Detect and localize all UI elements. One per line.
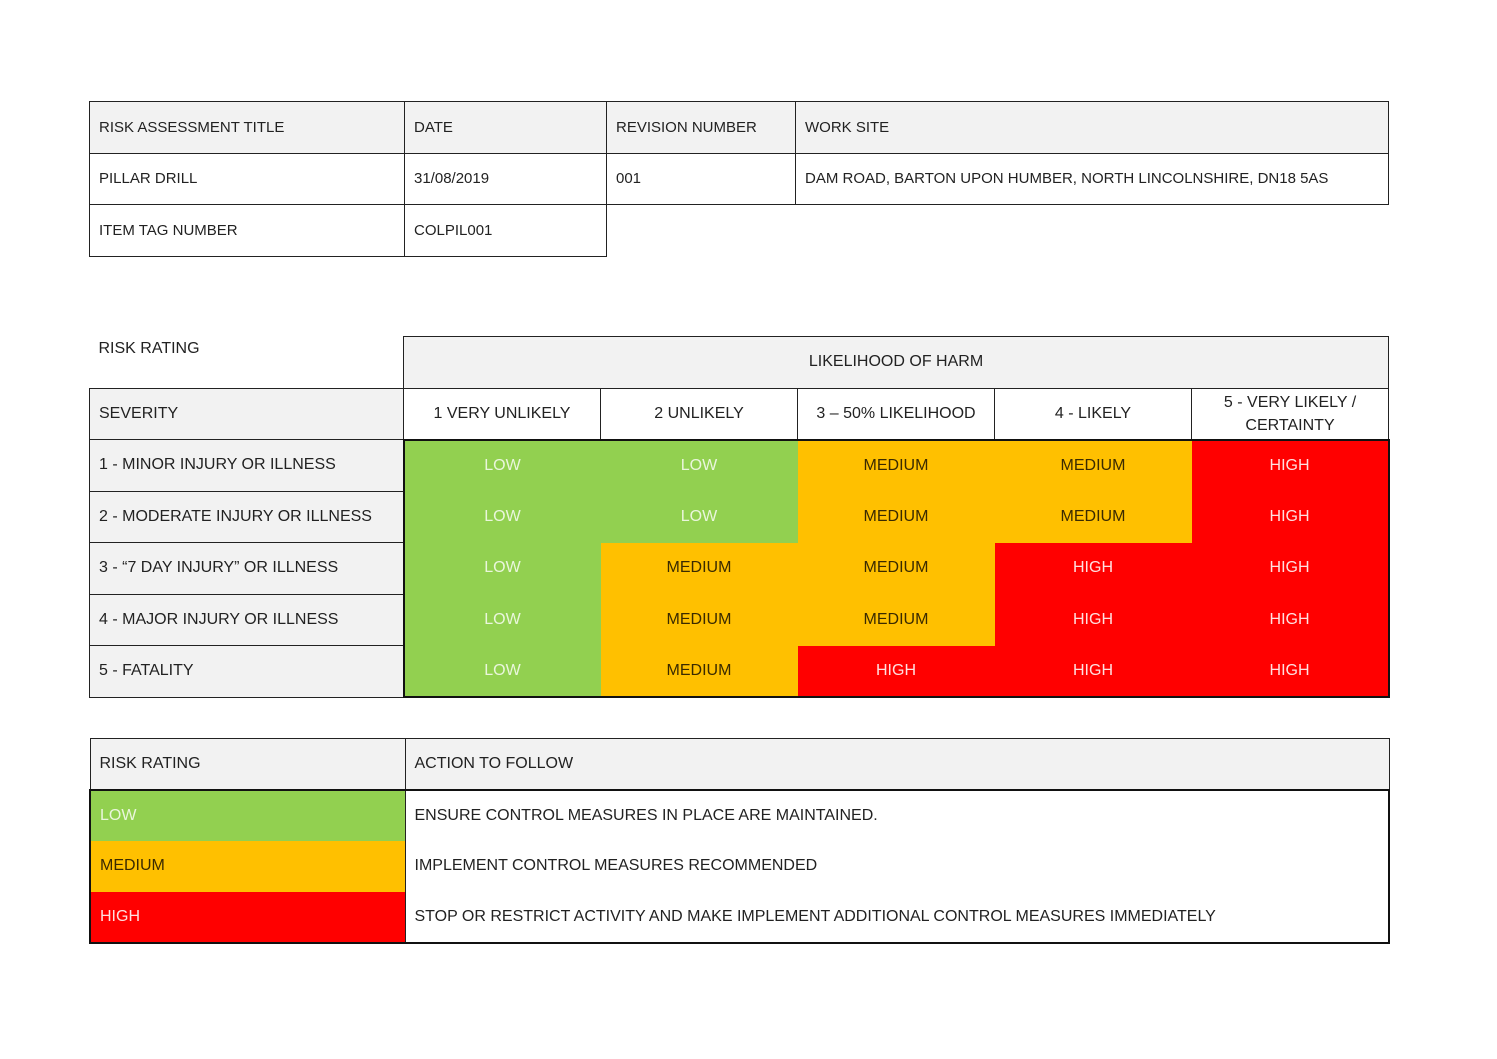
severity-label: 4 - MAJOR INJURY OR ILLNESS [89, 593, 404, 646]
likelihood-col-1: 1 VERY UNLIKELY [403, 387, 601, 440]
risk-cell: LOW [402, 438, 601, 491]
risk-cell: MEDIUM [797, 594, 995, 646]
risk-rating-title: RISK RATING [89, 336, 404, 389]
severity-label: 2 - MODERATE INJURY OR ILLNESS [89, 490, 404, 543]
info-header-row: RISK ASSESSMENT TITLE DATE REVISION NUMB… [89, 101, 1389, 154]
risk-cell: HIGH [1191, 594, 1390, 646]
legend-action-medium: IMPLEMENT CONTROL MEASURES RECOMMENDED [404, 840, 1390, 892]
assessment-info-table: RISK ASSESSMENT TITLE DATE REVISION NUMB… [89, 101, 1389, 257]
legend-header-row: RISK RATING ACTION TO FOLLOW [89, 738, 1390, 790]
risk-cell: MEDIUM [797, 438, 995, 491]
matrix-row: 1 - MINOR INJURY OR ILLNESS LOW LOW MEDI… [89, 438, 1390, 492]
risk-cell: HIGH [994, 542, 1192, 594]
legend-rating-medium: MEDIUM [89, 840, 405, 892]
work-site-value: DAM ROAD, BARTON UPON HUMBER, NORTH LINC… [795, 152, 1389, 205]
matrix-row: 3 - “7 DAY INJURY” OR ILLNESS LOW MEDIUM… [89, 542, 1390, 595]
work-site-label: WORK SITE [795, 101, 1389, 154]
legend-row: HIGH STOP OR RESTRICT ACTIVITY AND MAKE … [89, 891, 1390, 944]
likelihood-col-2: 2 UNLIKELY [600, 387, 798, 440]
severity-label: 5 - FATALITY [89, 645, 404, 698]
legend-action-header: ACTION TO FOLLOW [404, 738, 1390, 790]
risk-cell: LOW [600, 438, 798, 491]
date-value: 31/08/2019 [404, 152, 607, 205]
empty-cell [606, 204, 1389, 256]
risk-cell: HIGH [994, 594, 1192, 646]
matrix-column-header-row: SEVERITY 1 VERY UNLIKELY 2 UNLIKELY 3 – … [89, 387, 1390, 440]
matrix-row: 4 - MAJOR INJURY OR ILLNESS LOW MEDIUM M… [89, 593, 1390, 646]
legend-rating-high: HIGH [89, 891, 405, 944]
risk-cell: LOW [402, 491, 601, 543]
matrix-row: 5 - FATALITY LOW MEDIUM HIGH HIGH HIGH [89, 645, 1390, 698]
legend-row: LOW ENSURE CONTROL MEASURES IN PLACE ARE… [89, 788, 1390, 841]
matrix-title-row: RISK RATING LIKELIHOOD OF HARM [89, 336, 1390, 389]
title-label: RISK ASSESSMENT TITLE [89, 101, 405, 154]
risk-cell: HIGH [1191, 438, 1390, 491]
title-value: PILLAR DRILL [89, 152, 405, 205]
risk-cell: HIGH [1191, 542, 1390, 594]
legend-action-high: STOP OR RESTRICT ACTIVITY AND MAKE IMPLE… [404, 891, 1390, 944]
risk-cell: MEDIUM [994, 438, 1192, 491]
risk-cell: LOW [402, 594, 601, 646]
info-tag-row: ITEM TAG NUMBER COLPIL001 [89, 204, 1389, 257]
info-value-row: PILLAR DRILL 31/08/2019 001 DAM ROAD, BA… [89, 152, 1389, 205]
risk-cell: LOW [402, 542, 601, 594]
revision-value: 001 [606, 152, 796, 205]
risk-cell: MEDIUM [797, 542, 995, 594]
likelihood-col-4: 4 - LIKELY [994, 387, 1192, 440]
likelihood-col-5: 5 - VERY LIKELY / CERTAINTY [1190, 387, 1390, 440]
risk-cell: MEDIUM [600, 594, 798, 646]
risk-cell: HIGH [994, 645, 1192, 698]
revision-label: REVISION NUMBER [606, 101, 796, 154]
risk-cell: MEDIUM [600, 645, 798, 698]
legend-rating-header: RISK RATING [89, 738, 406, 790]
risk-cell: HIGH [797, 645, 995, 698]
risk-cell: MEDIUM [797, 491, 995, 543]
risk-cell: MEDIUM [994, 491, 1192, 543]
likelihood-col-3: 3 – 50% LIKELIHOOD [797, 387, 995, 440]
risk-cell: LOW [402, 645, 601, 698]
likelihood-of-harm-header: LIKELIHOOD OF HARM [402, 336, 1390, 389]
risk-cell: HIGH [1191, 491, 1390, 543]
legend-rating-low: LOW [89, 788, 405, 841]
item-tag-value: COLPIL001 [404, 204, 607, 257]
risk-cell: LOW [600, 491, 798, 543]
severity-label: 3 - “7 DAY INJURY” OR ILLNESS [89, 542, 404, 595]
risk-matrix-table: RISK RATING LIKELIHOOD OF HARM SEVERITY … [89, 336, 1390, 698]
legend-action-low: ENSURE CONTROL MEASURES IN PLACE ARE MAI… [404, 788, 1390, 841]
severity-label: 1 - MINOR INJURY OR ILLNESS [89, 439, 404, 492]
item-tag-label: ITEM TAG NUMBER [89, 204, 405, 257]
severity-header: SEVERITY [89, 387, 404, 440]
risk-cell: HIGH [1191, 645, 1390, 698]
matrix-row: 2 - MODERATE INJURY OR ILLNESS LOW LOW M… [89, 490, 1390, 543]
legend-row: MEDIUM IMPLEMENT CONTROL MEASURES RECOMM… [89, 840, 1390, 892]
risk-cell: MEDIUM [600, 542, 798, 594]
risk-action-legend-table: RISK RATING ACTION TO FOLLOW LOW ENSURE … [89, 738, 1390, 944]
date-label: DATE [404, 101, 607, 154]
